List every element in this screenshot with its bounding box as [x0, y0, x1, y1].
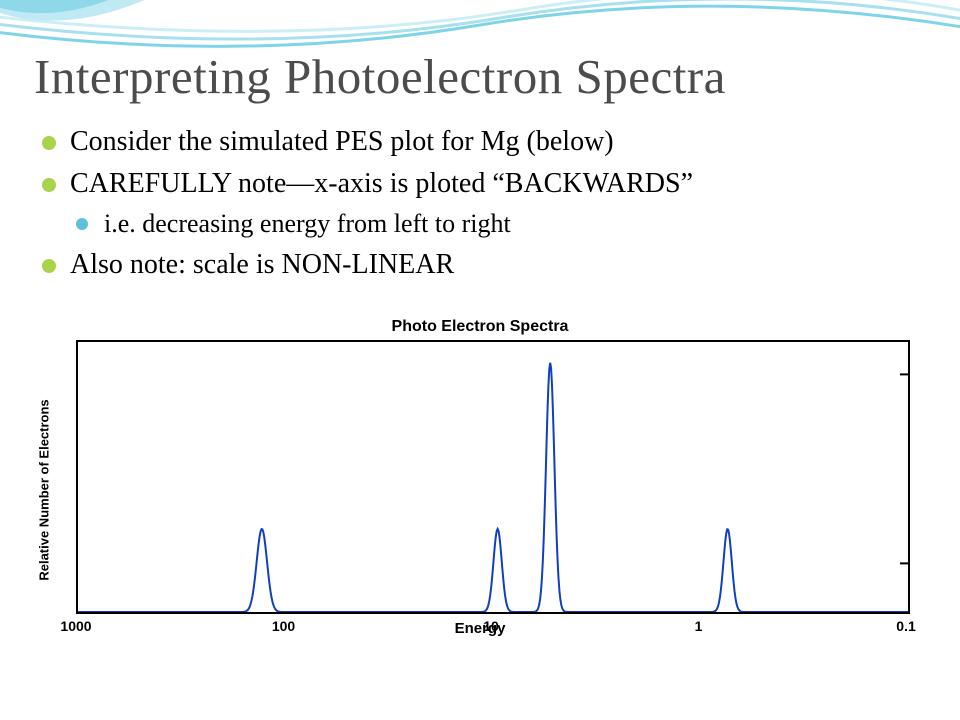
slide-title: Interpreting Photoelectron Spectra [34, 48, 726, 105]
bullet-3: Also note: scale is NON-LINEAR [34, 247, 926, 283]
bullet-2: CAREFULLY note—x-axis is ploted “BACKWAR… [34, 166, 926, 240]
slide: Interpreting Photoelectron Spectra Consi… [0, 0, 960, 720]
bullet-2-text: CAREFULLY note—x-axis is ploted “BACKWAR… [70, 168, 693, 199]
bullet-2a: i.e. decreasing energy from left to righ… [70, 207, 926, 241]
x-tick-label: 100 [272, 618, 295, 634]
x-tick-label: 1000 [60, 618, 91, 634]
chart-title: Photo Electron Spectra [34, 318, 926, 336]
x-tick-label: 1 [695, 618, 703, 634]
bullet-1: Consider the simulated PES plot for Mg (… [34, 124, 926, 160]
x-tick-label: 0.1 [896, 618, 915, 634]
x-axis-label: Energy [455, 620, 506, 637]
bullet-1-text: Consider the simulated PES plot for Mg (… [70, 126, 614, 157]
plot-area [76, 340, 910, 614]
spectrum-line [78, 363, 908, 612]
body-text: Consider the simulated PES plot for Mg (… [34, 124, 926, 289]
y-axis-label: Relative Number of Electrons [37, 399, 52, 580]
plot-svg [78, 342, 908, 612]
bullet-3-text: Also note: scale is NON-LINEAR [70, 249, 454, 280]
chart-box: Relative Number of Electrons 10001001010… [34, 340, 926, 640]
bullet-2a-text: i.e. decreasing energy from left to righ… [104, 209, 511, 238]
pes-chart: Photo Electron Spectra Relative Number o… [34, 318, 926, 670]
